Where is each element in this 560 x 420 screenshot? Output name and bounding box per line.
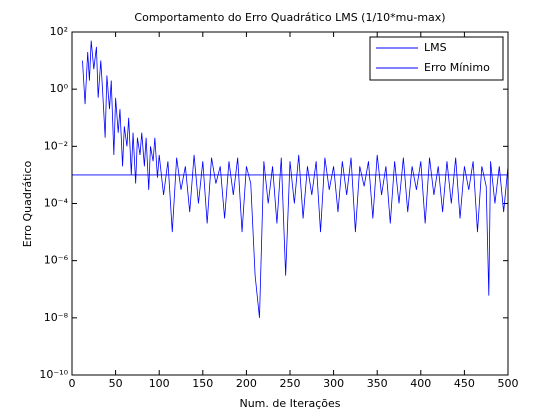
- x-tick-label: 350: [367, 377, 388, 390]
- x-tick-label: 400: [410, 377, 431, 390]
- x-tick-label: 500: [498, 377, 519, 390]
- x-tick-label: 100: [149, 377, 170, 390]
- x-tick-label: 300: [323, 377, 344, 390]
- y-tick-label: 10⁻¹⁰: [39, 368, 68, 381]
- legend-box: [369, 36, 504, 81]
- y-tick-label: 10⁻⁸: [44, 311, 69, 324]
- axes-box: [71, 31, 509, 376]
- x-tick-label: 50: [109, 377, 123, 390]
- series-line: [82, 40, 508, 318]
- x-tick-label: 200: [236, 377, 257, 390]
- x-tick-label: 450: [454, 377, 475, 390]
- x-axis-label: Num. de Iterações: [239, 397, 340, 410]
- y-tick-label: 10⁻⁶: [44, 254, 69, 267]
- chart-title: Comportamento do Erro Quadrático LMS (1/…: [134, 11, 445, 24]
- legend-label: LMS: [424, 41, 447, 54]
- x-tick-label: 150: [192, 377, 213, 390]
- plot-area: [72, 32, 508, 375]
- x-tick-label: 250: [280, 377, 301, 390]
- y-tick-label: 10⁰: [50, 82, 69, 95]
- x-tick-label: 0: [69, 377, 76, 390]
- y-tick-label: 10²: [50, 25, 68, 38]
- legend-label: Erro Mínimo: [424, 61, 490, 74]
- y-tick-label: 10⁻²: [44, 139, 68, 152]
- y-axis-label: Erro Quadrático: [21, 160, 34, 247]
- y-tick-label: 10⁻⁴: [44, 197, 69, 210]
